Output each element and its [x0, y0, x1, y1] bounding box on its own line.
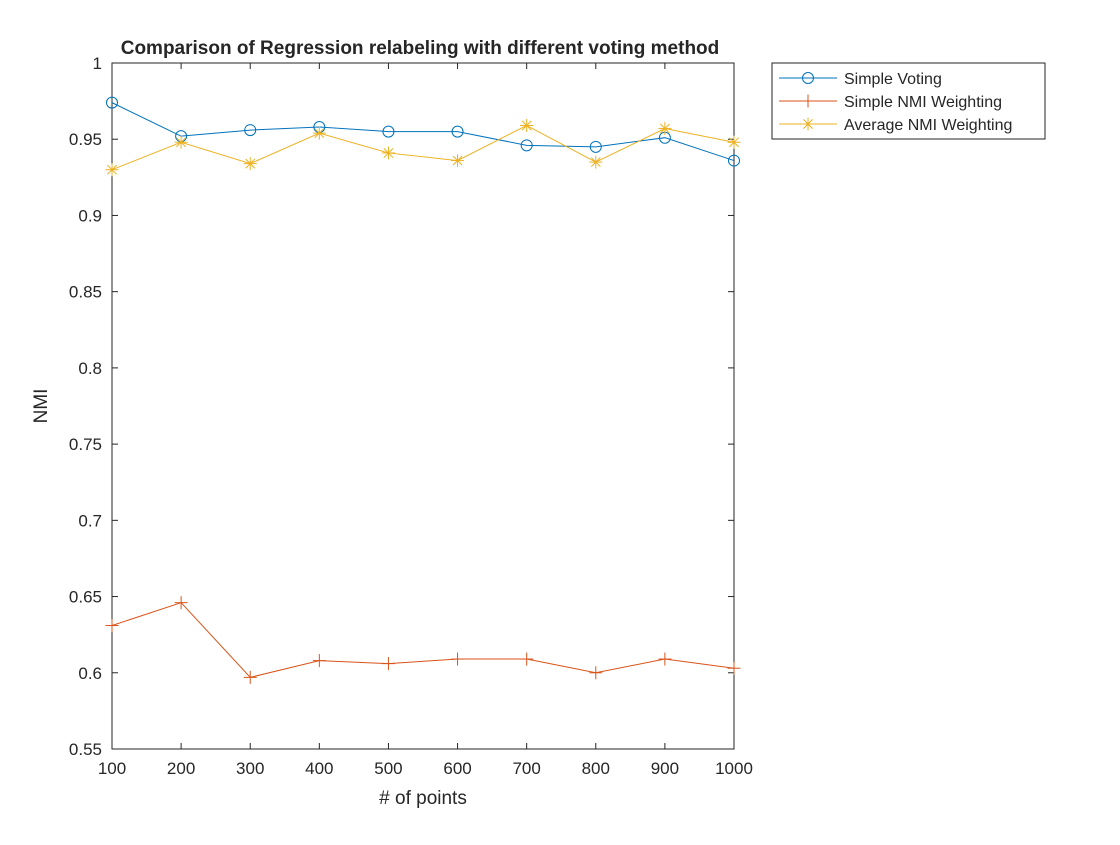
data-point — [312, 654, 326, 668]
data-point — [451, 125, 464, 138]
legend-item-simple-nmi-weighting: Simple NMI Weighting — [779, 94, 1002, 111]
y-tick-label: 0.9 — [78, 206, 102, 225]
series-group — [105, 96, 741, 684]
series-line-simple-nmi-weighting — [111, 602, 735, 678]
y-tick-label: 0.65 — [69, 588, 102, 607]
x-tick-label: 400 — [305, 759, 333, 778]
legend-marker — [801, 117, 815, 131]
data-point — [106, 96, 118, 109]
data-point — [520, 139, 533, 152]
plot-area — [111, 62, 735, 750]
legend: Simple Voting Simple NMI Weighting Average… — [771, 62, 1046, 140]
y-tick-label: 0.6 — [78, 664, 102, 683]
data-point — [312, 126, 326, 140]
data-point — [520, 119, 534, 133]
x-tick-label: 100 — [98, 759, 126, 778]
legend-item-average-nmi-weighting: Average NMI Weighting — [779, 117, 1012, 134]
legend-item-simple-voting: Simple Voting — [779, 71, 942, 88]
chart-title: Comparison of Regression relabeling with… — [121, 38, 720, 59]
y-tick-label: 0.55 — [69, 740, 102, 759]
data-point — [520, 652, 534, 666]
y-axis-label: NMI — [31, 389, 52, 424]
legend-marker — [802, 72, 814, 84]
y-tick-label: 0.7 — [78, 511, 102, 530]
series-line-simple-voting — [111, 102, 735, 162]
y-tick-label: 0.95 — [69, 130, 102, 149]
x-tick-label: 500 — [374, 759, 402, 778]
axis-ticks: 100 200 300 400 500 600 700 800 900 1000 0.55 0.6 0.… — [69, 54, 753, 778]
data-point — [658, 122, 672, 136]
data-point — [382, 125, 395, 138]
data-point — [243, 670, 257, 684]
x-tick-label: 600 — [443, 759, 471, 778]
data-point — [727, 661, 741, 675]
x-tick-label: 700 — [512, 759, 540, 778]
data-point — [451, 154, 465, 168]
data-point — [105, 619, 119, 633]
y-tick-label: 0.8 — [78, 359, 102, 378]
data-point — [727, 135, 741, 149]
data-point — [728, 154, 740, 167]
data-point — [244, 124, 257, 137]
series-average-nmi-weighting — [105, 119, 741, 177]
y-tick-label: 0.85 — [69, 283, 102, 302]
data-point — [451, 652, 465, 666]
data-point — [589, 140, 602, 153]
series-simple-nmi-weighting — [105, 596, 741, 684]
data-point — [381, 657, 395, 671]
legend-label: Average NMI Weighting — [844, 117, 1012, 134]
legend-label: Simple Voting — [844, 71, 942, 88]
data-point — [381, 146, 395, 160]
x-axis-label: # of points — [379, 788, 467, 809]
x-tick-label: 800 — [582, 759, 610, 778]
series-line-average-nmi-weighting — [111, 124, 735, 171]
series-simple-voting — [106, 96, 740, 167]
x-tick-label: 200 — [167, 759, 195, 778]
data-point — [243, 157, 257, 171]
y-tick-label: 1 — [93, 54, 102, 73]
data-point — [174, 135, 188, 149]
x-tick-label: 900 — [651, 759, 679, 778]
y-tick-label: 0.75 — [69, 435, 102, 454]
data-point — [174, 596, 188, 610]
legend-marker — [801, 94, 815, 108]
x-tick-label: 300 — [236, 759, 264, 778]
data-point — [658, 652, 672, 666]
data-point — [105, 163, 119, 177]
data-point — [589, 666, 603, 680]
x-tick-label: 1000 — [715, 759, 753, 778]
data-point — [589, 155, 603, 169]
legend-label: Simple NMI Weighting — [844, 94, 1002, 111]
